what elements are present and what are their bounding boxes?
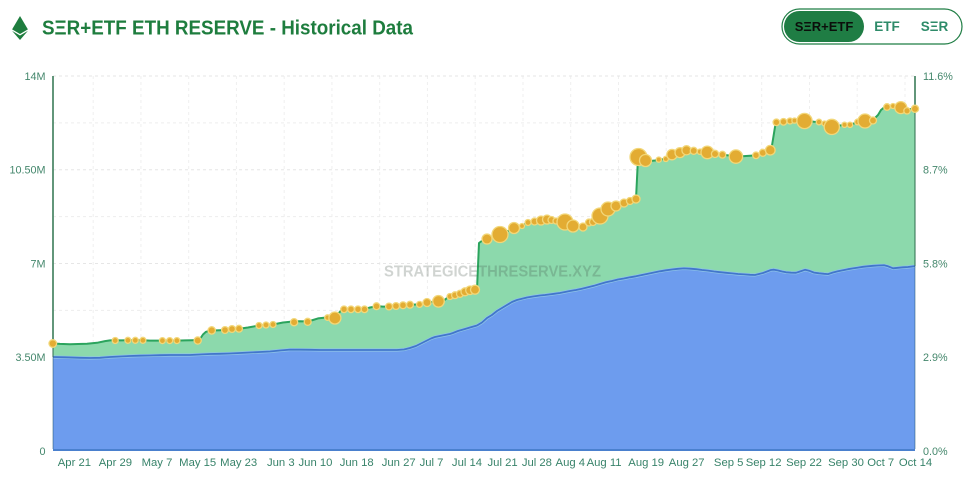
svg-text:Oct 7: Oct 7 [867,457,894,469]
svg-text:3.50M: 3.50M [15,352,45,364]
svg-text:Aug 19: Aug 19 [628,457,664,469]
svg-text:Sep 5: Sep 5 [714,457,744,469]
svg-text:SΞR+ETF ETH RESERVE - Historic: SΞR+ETF ETH RESERVE - Historical Data [42,18,414,40]
svg-text:May 15: May 15 [179,457,216,469]
svg-text:8.7%: 8.7% [923,165,948,177]
svg-text:Jun 27: Jun 27 [382,457,416,469]
svg-text:Aug 11: Aug 11 [587,457,622,469]
svg-text:11.6%: 11.6% [923,71,953,83]
svg-text:Sep 12: Sep 12 [746,457,782,469]
svg-text:SΞR: SΞR [921,19,949,34]
svg-text:Jul 7: Jul 7 [420,457,444,469]
svg-text:Apr 29: Apr 29 [99,457,132,469]
svg-text:Aug 4: Aug 4 [556,457,586,469]
svg-text:May 23: May 23 [220,457,257,469]
svg-text:0.0%: 0.0% [923,446,948,458]
svg-text:Jul 21: Jul 21 [488,457,518,469]
svg-text:Apr 21: Apr 21 [58,457,91,469]
svg-text:Jul 28: Jul 28 [522,457,552,469]
svg-text:14M: 14M [24,71,45,83]
svg-text:Sep 30: Sep 30 [828,457,864,469]
svg-text:Sep 22: Sep 22 [786,457,822,469]
svg-text:STRATEGICETHRESERVE.XYZ: STRATEGICETHRESERVE.XYZ [384,264,601,281]
svg-text:SΞR+ETF: SΞR+ETF [795,19,854,34]
svg-text:Jun 10: Jun 10 [299,457,333,469]
svg-text:Oct 14: Oct 14 [899,457,932,469]
svg-text:Jun 3: Jun 3 [267,457,295,469]
svg-text:10.50M: 10.50M [9,165,45,177]
svg-text:7M: 7M [31,258,46,270]
svg-text:2.9%: 2.9% [923,352,948,364]
svg-text:Jun 18: Jun 18 [340,457,374,469]
svg-text:May 7: May 7 [142,457,173,469]
svg-text:Jul 14: Jul 14 [452,457,482,469]
svg-text:5.8%: 5.8% [923,258,948,270]
svg-text:0: 0 [39,446,45,458]
svg-text:ETF: ETF [874,19,900,34]
svg-text:Aug 27: Aug 27 [669,457,705,469]
